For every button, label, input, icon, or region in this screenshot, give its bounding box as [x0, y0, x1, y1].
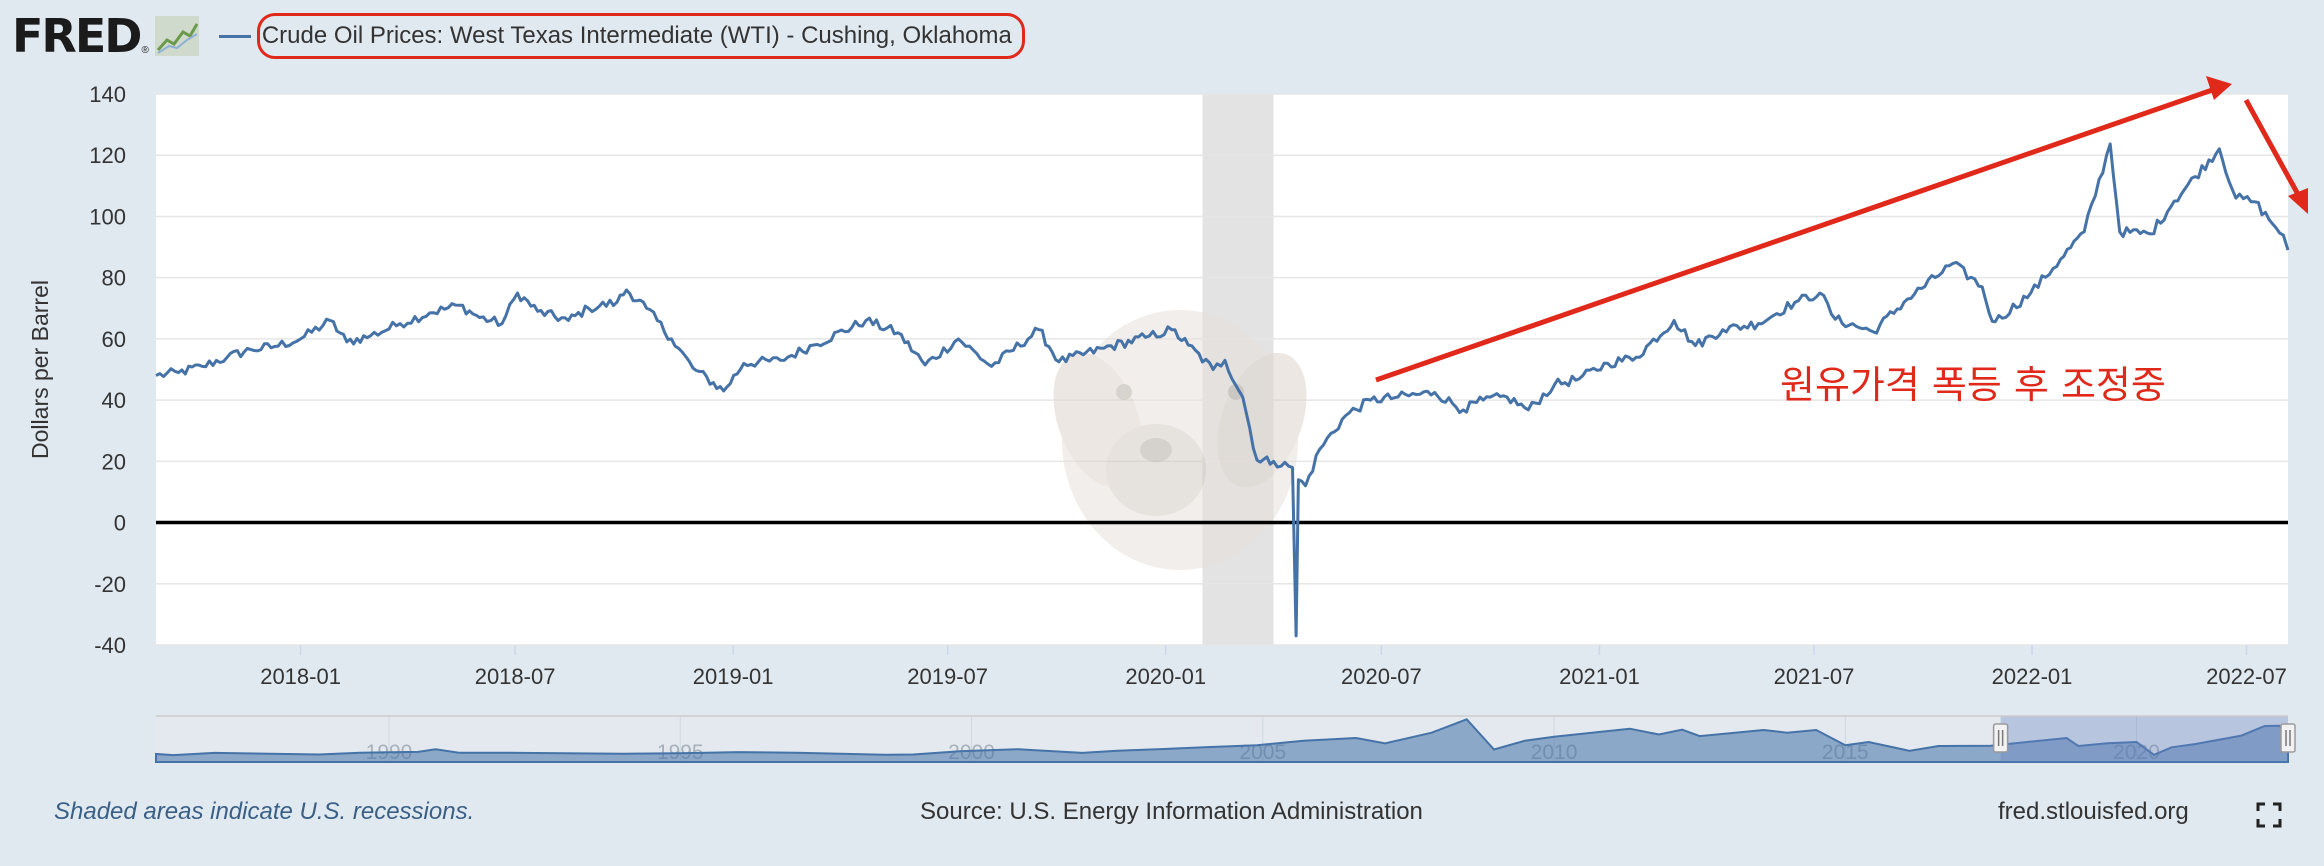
legend-line-icon	[218, 34, 251, 38]
y-axis-label: Dollars per Barrel	[27, 280, 53, 459]
fred-logo-graph-icon	[154, 16, 199, 56]
y-tick-label: 120	[89, 143, 126, 168]
x-tick-label: 2019-07	[907, 664, 988, 689]
annotation-arrow-up	[1375, 85, 2219, 383]
x-tick-label: 2021-01	[1559, 664, 1640, 689]
annotation-arrowhead-down	[2288, 188, 2308, 214]
y-tick-label: 60	[102, 327, 126, 352]
y-tick-label: -20	[94, 572, 126, 597]
fullscreen-icon[interactable]	[2256, 802, 2282, 828]
annotation-arrowhead-up	[2206, 76, 2232, 100]
x-tick-label: 2021-07	[1774, 664, 1855, 689]
fred-logo-registered: ®	[141, 45, 149, 56]
navigator-selected-range[interactable]	[2000, 716, 2288, 762]
annotation-arrow-down	[2243, 98, 2303, 200]
y-tick-label: -40	[94, 633, 126, 658]
y-tick-label: 80	[102, 266, 126, 291]
y-tick-label: 140	[89, 82, 126, 107]
y-tick-label: 20	[102, 449, 126, 474]
recession-note: Shaded areas indicate U.S. recessions.	[54, 798, 475, 825]
x-tick-label: 2022-01	[1992, 664, 2073, 689]
navigator-handle-left[interactable]	[1992, 723, 2009, 753]
annotation-label: 원유가격 폭등 후 조정중	[1780, 363, 2166, 407]
x-tick-label: 2020-01	[1125, 664, 1206, 689]
series-line	[155, 142, 2290, 638]
fred-logo[interactable]: FRED	[12, 9, 142, 63]
series-title[interactable]: Crude Oil Prices: West Texas Intermediat…	[256, 13, 1025, 59]
x-tick-label: 2018-01	[260, 664, 341, 689]
y-tick-label: 100	[89, 204, 126, 229]
y-tick-label: 40	[102, 388, 126, 413]
chart-header: FRED ® Crude Oil Prices: West Texas Inte…	[12, 8, 1025, 64]
x-tick-label: 2018-07	[475, 664, 556, 689]
x-tick-label: 2022-07	[2206, 664, 2287, 689]
x-tick-label: 2020-07	[1341, 664, 1422, 689]
navigator-handle-right[interactable]	[2280, 723, 2296, 753]
source-label: Source: U.S. Energy Information Administ…	[920, 798, 1423, 825]
x-tick-label: 2019-01	[693, 664, 774, 689]
navigator-series	[155, 718, 2289, 763]
site-link[interactable]: fred.stlouisfed.org	[1998, 798, 2189, 825]
watermark-dog-image	[1053, 310, 1307, 570]
y-tick-label: 0	[114, 511, 126, 536]
